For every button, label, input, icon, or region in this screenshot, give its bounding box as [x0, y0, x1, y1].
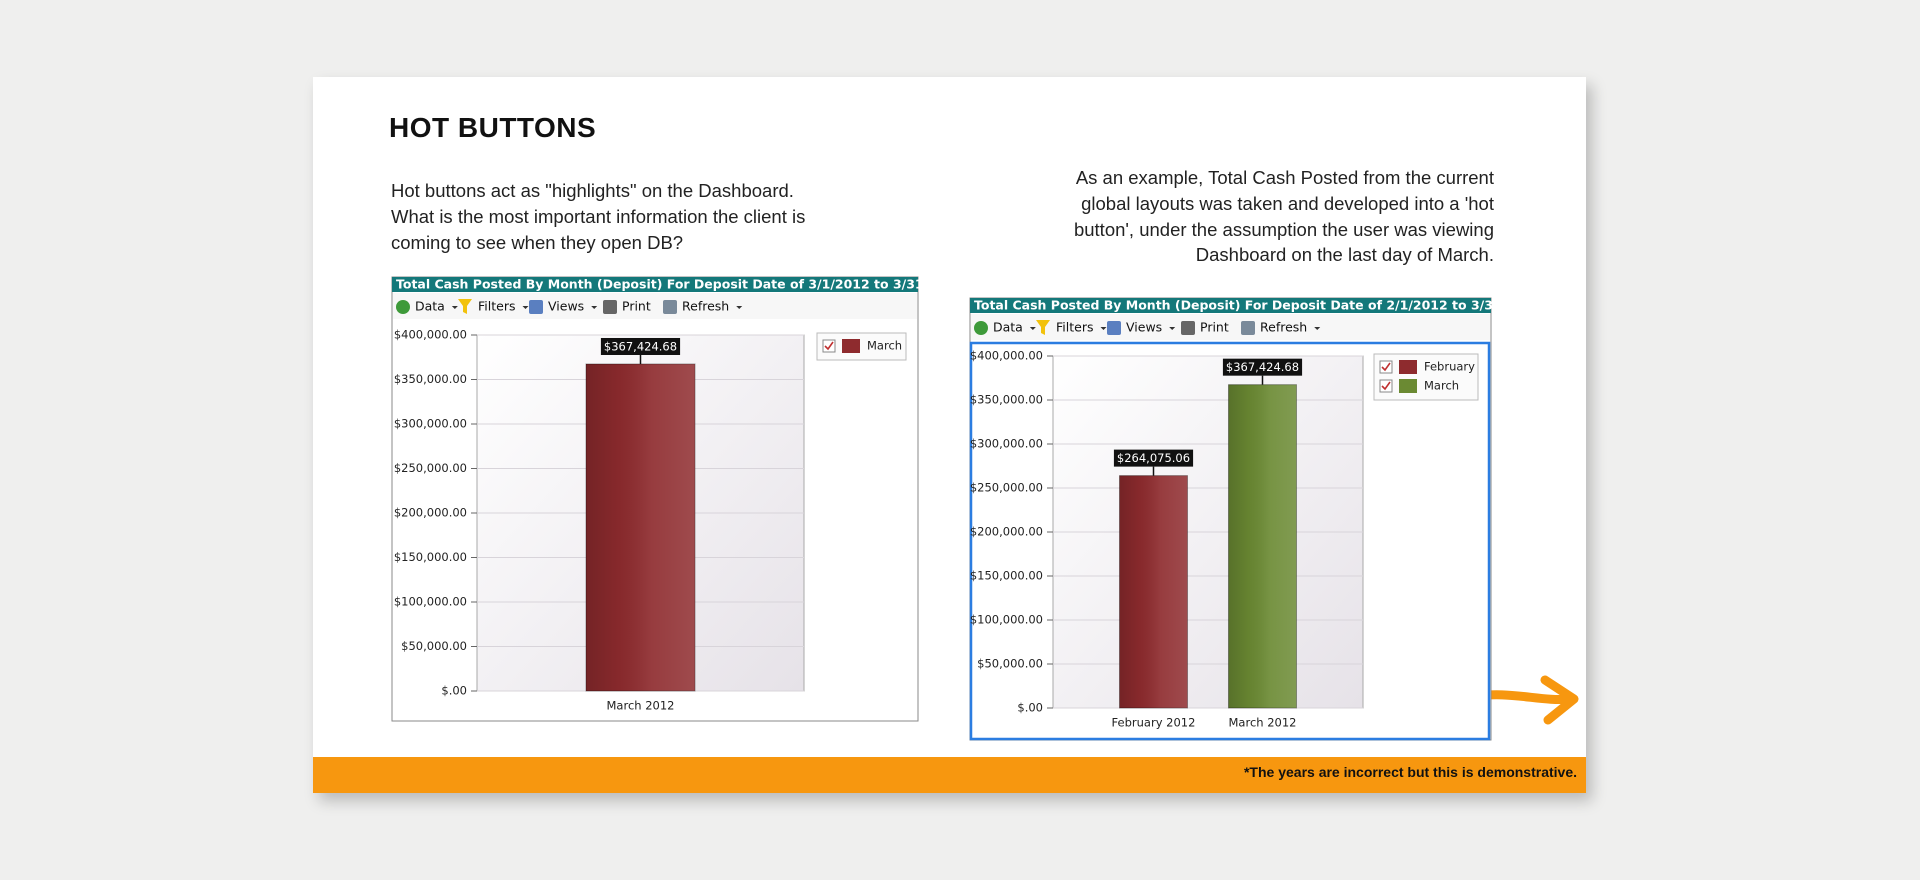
y-tick-label: $300,000.00	[394, 417, 467, 431]
value-label: $367,424.68	[1226, 360, 1299, 374]
y-tick-label: $150,000.00	[970, 569, 1043, 583]
footnote: *The years are incorrect but this is dem…	[1243, 764, 1577, 780]
y-tick-label: $100,000.00	[394, 595, 467, 609]
y-tick-label: $250,000.00	[970, 481, 1043, 495]
bar-shine	[586, 363, 695, 691]
toolbar-icon	[1107, 321, 1121, 335]
toolbar-icon	[1036, 320, 1050, 335]
y-tick-label: $200,000.00	[394, 506, 467, 520]
legend-checkbox[interactable]	[1379, 360, 1393, 374]
y-tick-label: $250,000.00	[394, 461, 467, 475]
legend-swatch	[1399, 379, 1417, 393]
toolbar-icon	[1181, 321, 1195, 335]
toolbar-icon	[1241, 321, 1255, 335]
dropdown-arrow	[1100, 327, 1107, 330]
y-tick-label: $300,000.00	[970, 437, 1043, 451]
y-tick-label: $200,000.00	[970, 525, 1043, 539]
x-tick-label: March 2012	[607, 699, 675, 713]
bar-shine	[1228, 384, 1297, 708]
dropdown-arrow	[591, 306, 598, 309]
dropdown-arrow	[1314, 327, 1321, 330]
toolbar	[971, 314, 1490, 340]
value-label: $264,075.06	[1117, 451, 1190, 465]
y-tick-label: $350,000.00	[394, 372, 467, 386]
y-tick-label: $150,000.00	[394, 550, 467, 564]
checkmark	[1381, 362, 1391, 372]
footer-band	[313, 757, 1586, 793]
text-line: What is the most important information t…	[391, 205, 806, 227]
dropdown-arrow	[522, 306, 529, 309]
bar-shine	[1119, 475, 1188, 708]
text-line: global layouts was taken and developed i…	[1081, 192, 1494, 214]
toolbar-button[interactable]: Print	[622, 299, 651, 314]
chart-title-bar	[970, 298, 1491, 313]
toolbar-button[interactable]: Views	[1126, 320, 1162, 335]
legend-swatch	[842, 339, 860, 353]
toolbar-icon	[974, 321, 988, 335]
toolbar-button[interactable]: Views	[548, 299, 584, 314]
dropdown-arrow	[1029, 327, 1036, 330]
toolbar-button[interactable]: Print	[1200, 320, 1229, 335]
chart-title: Total Cash Posted By Month (Deposit) For…	[396, 277, 963, 292]
legend-checkbox[interactable]	[822, 339, 836, 353]
dropdown-arrow	[736, 306, 743, 309]
y-tick-label: $400,000.00	[394, 328, 467, 342]
intro-text: Hot buttons act as "highlights" on the D…	[391, 178, 805, 255]
legend-label: March	[867, 339, 902, 353]
text-line: coming to see when they open DB?	[391, 231, 684, 253]
text-line: Hot buttons act as "highlights" on the D…	[391, 180, 794, 201]
x-tick-label: March 2012	[1229, 716, 1297, 730]
checkmark	[824, 341, 834, 351]
toolbar	[393, 293, 917, 319]
legend-label: March	[1424, 379, 1459, 393]
value-label-box	[1222, 358, 1303, 376]
toolbar-icon	[529, 300, 543, 314]
toolbar-icon	[396, 300, 410, 314]
text-line: Dashboard on the last day of March.	[1195, 244, 1494, 266]
toolbar-button[interactable]: Filters	[1056, 320, 1093, 335]
toolbar-icon	[603, 300, 617, 314]
toolbar-button[interactable]: Refresh	[682, 299, 729, 314]
text-line: As an example, Total Cash Posted from th…	[1075, 167, 1494, 188]
y-tick-label: $400,000.00	[970, 349, 1043, 363]
y-tick-label: $100,000.00	[970, 613, 1043, 627]
selection-border	[969, 341, 1491, 741]
x-tick-label: February 2012	[1112, 716, 1196, 730]
legend-label: February	[1424, 360, 1475, 374]
slide-title: HOT BUTTONS	[389, 112, 597, 143]
chart-title-bar	[392, 277, 918, 292]
value-label-box	[1113, 449, 1194, 467]
value-label: $367,424.68	[604, 339, 677, 353]
toolbar-button[interactable]: Filters	[478, 299, 515, 314]
checkmark	[1381, 381, 1391, 391]
toolbar-button[interactable]: Data	[993, 320, 1023, 335]
y-tick-label: $.00	[1017, 701, 1043, 715]
chart-title: Total Cash Posted By Month (Deposit) For…	[974, 298, 1541, 313]
y-tick-label: $350,000.00	[970, 393, 1043, 407]
toolbar-button[interactable]: Refresh	[1260, 320, 1307, 335]
toolbar-button[interactable]: Data	[415, 299, 445, 314]
legend-swatch	[1399, 360, 1417, 374]
toolbar-icon	[663, 300, 677, 314]
dropdown-arrow	[451, 306, 458, 309]
y-tick-label: $50,000.00	[977, 657, 1043, 671]
value-label-box	[600, 337, 681, 355]
toolbar-icon	[458, 299, 472, 314]
legend-checkbox[interactable]	[1379, 379, 1393, 393]
y-tick-label: $50,000.00	[401, 639, 467, 653]
dropdown-arrow	[1169, 327, 1176, 330]
example-text: As an example, Total Cash Posted from th…	[1074, 165, 1494, 268]
text-line: button', under the assumption the user w…	[1073, 218, 1494, 240]
y-tick-label: $.00	[441, 684, 467, 698]
